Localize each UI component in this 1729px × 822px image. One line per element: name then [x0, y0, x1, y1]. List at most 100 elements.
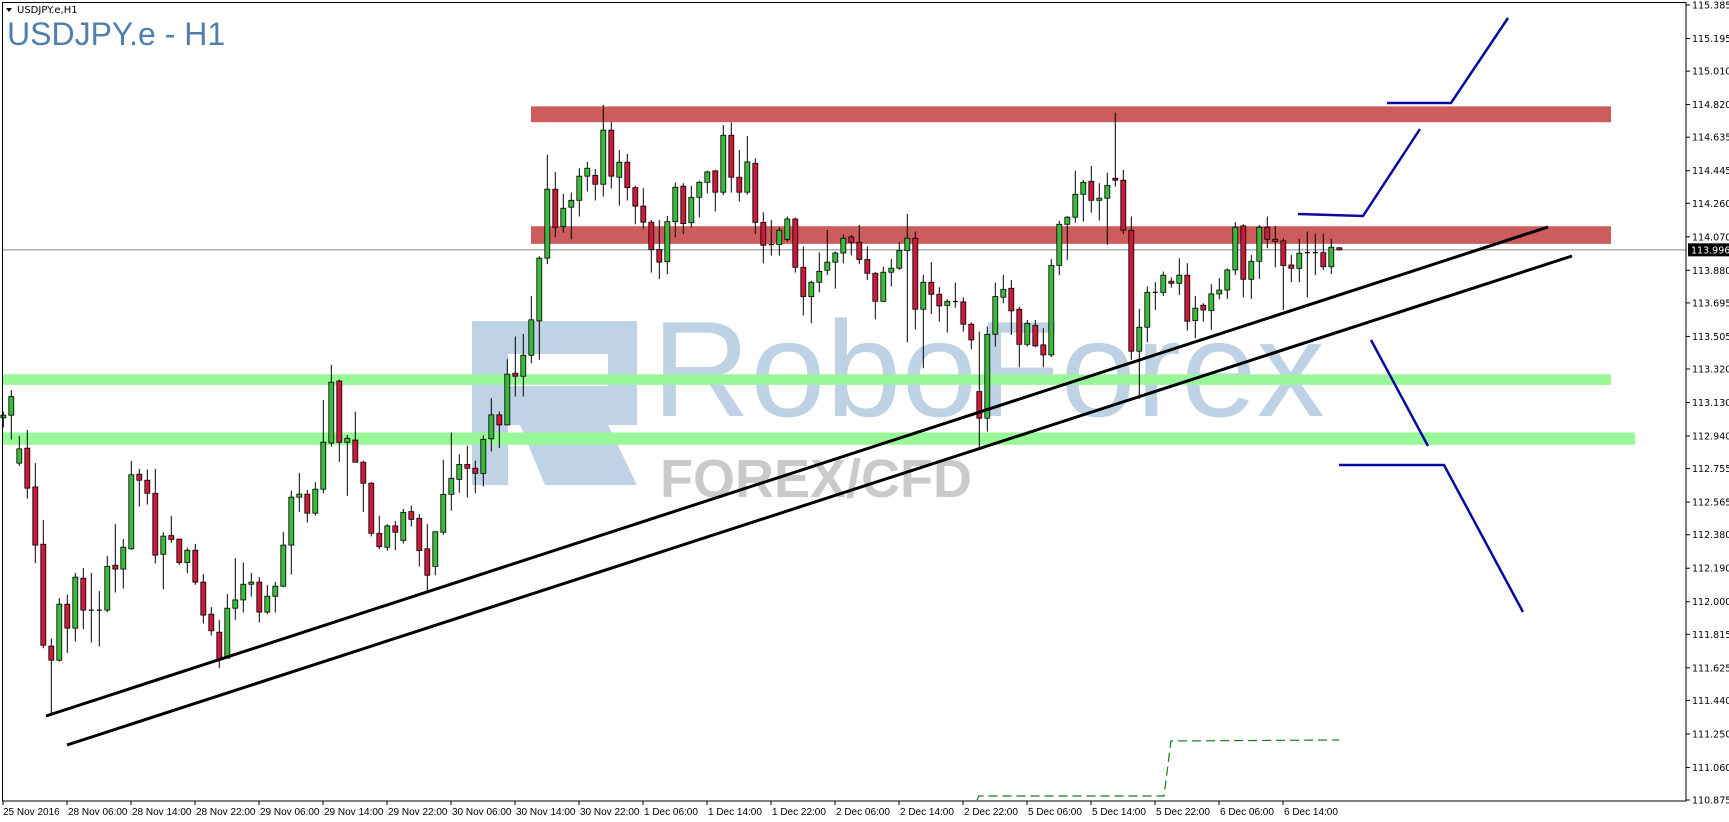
candle — [1176, 258, 1183, 295]
candle — [880, 266, 887, 303]
candle — [320, 399, 327, 494]
bear-candle-body — [144, 479, 151, 494]
bull-candle-body — [128, 474, 135, 550]
bull-candle-body — [272, 585, 279, 597]
bull-candle-body — [880, 271, 887, 302]
bull-candle-body — [1176, 274, 1183, 284]
candle — [152, 468, 159, 564]
bear-candle-body — [1008, 287, 1015, 312]
candle — [1056, 220, 1063, 275]
candle — [816, 252, 823, 293]
bull-candle-body — [1080, 181, 1087, 195]
candle — [632, 185, 639, 225]
candle — [608, 122, 615, 189]
projection-up-2[interactable] — [1297, 128, 1422, 218]
bull-candle-body — [904, 237, 911, 251]
candle — [1048, 259, 1055, 358]
time-tick-label: 2 Dec 06:00 — [836, 807, 890, 818]
candle — [272, 581, 279, 613]
time-axis[interactable]: 25 Nov 2016 28 Nov 06:00 28 Nov 14:00 28 No… — [2, 800, 1686, 818]
trendline-upper[interactable] — [45, 225, 1549, 718]
candles — [0, 104, 1343, 715]
candle — [160, 532, 167, 590]
bear-candle-body — [624, 161, 631, 189]
bull-candle-body — [1096, 197, 1103, 201]
candle — [656, 219, 663, 280]
candle — [896, 242, 903, 270]
time-tick-label: 2 Dec 14:00 — [900, 807, 954, 818]
price-tick-label: 113.880 — [1692, 266, 1729, 277]
candle — [784, 216, 791, 242]
price-axis[interactable]: 115.385 115.195 115.010 114.820 114.635 114.4… — [1685, 1, 1729, 807]
candle — [344, 434, 351, 496]
projection-up-1[interactable] — [1387, 17, 1510, 105]
bear-candle-body — [32, 486, 39, 546]
bear-candle-body — [1040, 344, 1047, 356]
bear-candle-body — [208, 613, 215, 632]
bull-candle-body — [1064, 216, 1071, 225]
bull-candle-body — [288, 496, 295, 546]
candle — [1264, 216, 1271, 249]
candle — [960, 297, 967, 332]
bear-candle-body — [1336, 247, 1343, 251]
bear-candle-body — [1240, 225, 1247, 280]
time-tick-label: 25 Nov 2016 — [3, 807, 60, 818]
candle — [392, 520, 399, 551]
bull-candle-body — [480, 438, 487, 474]
candle — [440, 459, 447, 535]
bear-candle-body — [176, 538, 183, 563]
current-price-box — [1688, 243, 1729, 257]
bear-candle-body — [968, 323, 975, 341]
candle — [616, 149, 623, 206]
bear-candle-body — [1264, 226, 1271, 240]
candle — [1256, 224, 1263, 279]
time-tick-label: 30 Nov 14:00 — [516, 807, 576, 818]
candle — [1192, 295, 1199, 339]
bull-candle-body — [920, 281, 927, 310]
bear-candle-body — [752, 162, 759, 223]
bear-candle-body — [1280, 240, 1287, 266]
current-price-label: 113.996 — [1688, 243, 1729, 257]
price-tick-label: 112.000 — [1692, 597, 1729, 608]
bull-candle-body — [984, 333, 991, 419]
price-tick-label: 115.385 — [1692, 1, 1729, 12]
candle — [96, 591, 102, 647]
candle — [1024, 320, 1031, 347]
candle — [1080, 180, 1087, 222]
bear-candle-body — [936, 293, 943, 307]
candle — [776, 227, 783, 256]
bull-candle-body — [544, 188, 551, 259]
candle — [1312, 233, 1318, 275]
candle — [752, 158, 759, 234]
bear-candle-body — [368, 482, 375, 534]
candle — [904, 213, 911, 343]
candle — [1320, 233, 1327, 270]
bull-candle-body — [528, 319, 535, 356]
candle — [1168, 277, 1175, 288]
candle — [560, 193, 567, 233]
candle — [240, 562, 247, 613]
candle — [1120, 169, 1127, 234]
candle — [40, 519, 47, 649]
bull-candle-body — [1144, 291, 1151, 328]
bear-candle-body — [464, 463, 471, 469]
bull-candle-body — [456, 463, 463, 480]
bull-candle-body — [296, 493, 303, 498]
dropdown-triangle-icon[interactable] — [6, 8, 12, 12]
candle — [408, 505, 415, 527]
projection-down-2[interactable] — [1339, 463, 1525, 613]
bear-candle-body — [1120, 179, 1127, 231]
projection-down-1[interactable] — [1369, 339, 1430, 447]
candle — [648, 219, 655, 273]
bear-candle-body — [728, 134, 735, 178]
bull-candle-body — [896, 250, 903, 269]
bear-candle-body — [592, 174, 599, 185]
price-tick-label: 114.260 — [1692, 199, 1729, 210]
candle — [296, 472, 303, 513]
bull-candle-body — [704, 171, 711, 183]
bull-candle-body — [184, 549, 191, 563]
bear-candle-body — [192, 549, 199, 583]
trendline-lower[interactable] — [66, 254, 1573, 747]
candle — [184, 547, 191, 574]
